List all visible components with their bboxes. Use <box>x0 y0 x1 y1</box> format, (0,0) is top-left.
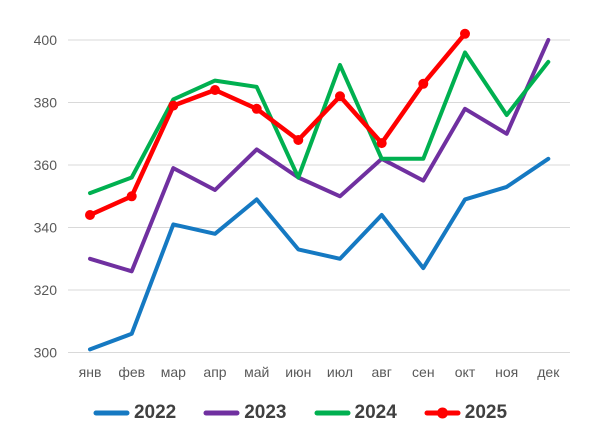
legend-item-2022: 2022 <box>93 402 176 424</box>
x-tick-label: фев <box>118 364 145 380</box>
series-marker-2025 <box>460 28 470 39</box>
x-tick-label: янв <box>79 364 102 380</box>
legend-swatch-icon <box>203 410 240 416</box>
x-tick-label: окт <box>455 364 476 380</box>
legend-marker-icon <box>436 407 448 419</box>
series-marker-2025 <box>251 103 262 114</box>
series-marker-2025 <box>126 191 137 202</box>
legend-label-2022: 2022 <box>133 402 177 423</box>
y-tick-label: 400 <box>34 32 58 48</box>
y-tick-label: 360 <box>34 157 58 173</box>
x-tick-label: июл <box>327 364 353 380</box>
series-line-2022 <box>88 156 551 352</box>
x-tick-label: дек <box>537 364 560 380</box>
legend-swatch-icon <box>93 410 130 416</box>
legend-item-2024: 2024 <box>314 402 397 424</box>
legend-label-2025: 2025 <box>464 402 508 423</box>
series-line-2025 <box>87 31 468 218</box>
series-line-2024 <box>88 50 551 196</box>
series-marker-2025 <box>376 138 387 149</box>
series-marker-2025 <box>293 135 304 145</box>
series-marker-2025 <box>210 85 220 95</box>
x-tick-label: май <box>244 364 269 380</box>
legend-swatch-icon <box>424 407 461 419</box>
legend-swatch-icon <box>314 410 350 416</box>
legend-label-2023: 2023 <box>244 402 287 423</box>
series-marker-2025 <box>335 91 345 102</box>
x-tick-label: ноя <box>495 364 518 380</box>
series-line-2023 <box>88 38 551 274</box>
line-chart: 300 320 340 360 380 400 янв фев мар апр май июн июл а… <box>0 28 600 427</box>
x-tick-label: апр <box>203 364 226 380</box>
y-tick-label: 340 <box>34 220 58 236</box>
chart-plot-area: 300 320 340 360 380 400 янв фев мар апр май июн июл а… <box>34 28 570 380</box>
x-tick-label: сен <box>412 364 435 380</box>
legend-label-2024: 2024 <box>354 402 397 423</box>
series-marker-2025 <box>85 210 95 220</box>
y-tick-label: 320 <box>34 282 58 298</box>
legend-item-2023: 2023 <box>203 402 287 424</box>
x-tick-label: июн <box>285 364 311 380</box>
legend-item-2025: 2025 <box>424 402 507 424</box>
chart-legend: 2022 2023 2024 2025 <box>0 399 600 427</box>
x-tick-label: авг <box>372 364 392 380</box>
series-marker-2025 <box>168 100 179 111</box>
x-tick-label: мар <box>161 364 186 380</box>
y-tick-label: 380 <box>34 95 58 111</box>
series-marker-2025 <box>418 78 429 89</box>
y-tick-label: 300 <box>34 345 58 361</box>
